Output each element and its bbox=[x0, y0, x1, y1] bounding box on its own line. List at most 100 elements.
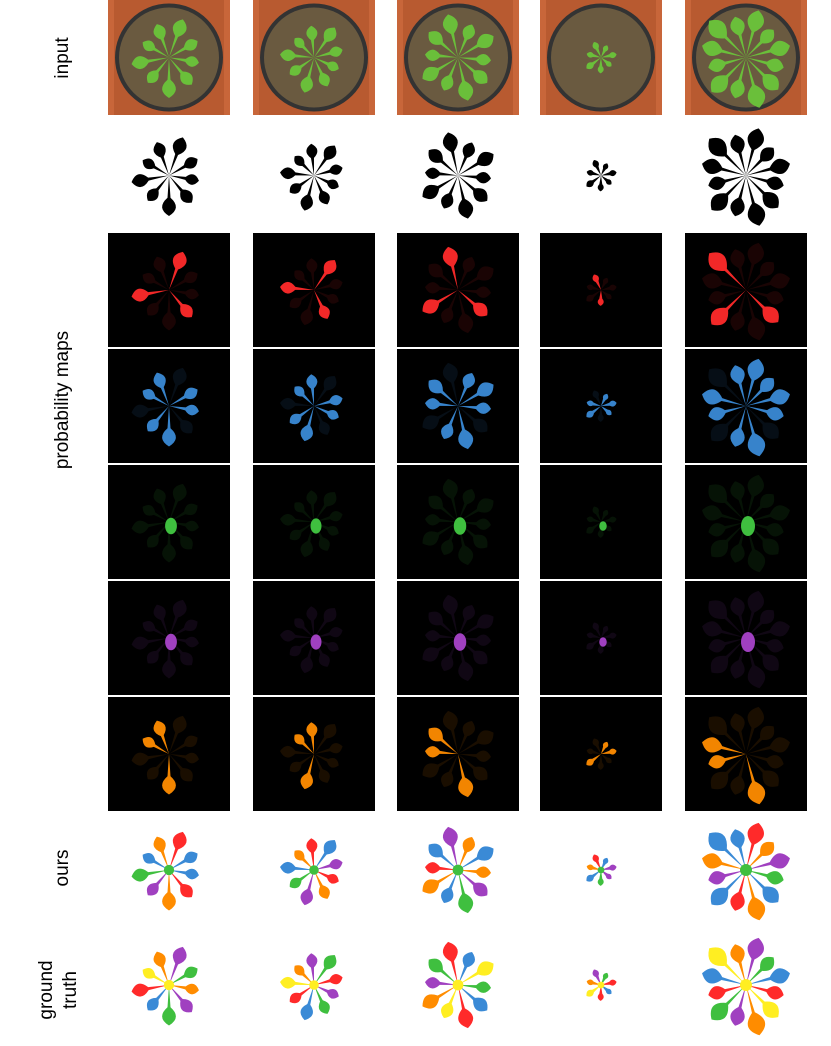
center-leaf-blob bbox=[599, 637, 607, 647]
leaf-shape bbox=[289, 406, 314, 425]
leaf-shape bbox=[458, 981, 492, 993]
leaf-shape bbox=[458, 24, 475, 58]
leaf-shape bbox=[442, 941, 458, 985]
leaf-shape bbox=[710, 870, 746, 906]
leaf-shape bbox=[708, 252, 746, 290]
panel-r6-c1 bbox=[253, 697, 375, 811]
leaf-shape bbox=[601, 400, 617, 407]
panel-r0-c3 bbox=[540, 0, 662, 115]
leaf-shape bbox=[702, 40, 746, 58]
leaf-shape bbox=[458, 402, 492, 414]
leaf-shape bbox=[458, 518, 492, 530]
leaf-shape bbox=[592, 159, 601, 176]
leaf-shape bbox=[428, 611, 458, 638]
center-leaf-blob bbox=[309, 980, 319, 990]
leaf-shape bbox=[314, 492, 337, 522]
leaf-shape bbox=[289, 57, 314, 76]
leaf-shape bbox=[280, 745, 314, 758]
leaf-shape bbox=[442, 594, 458, 638]
leaf-shape bbox=[708, 754, 746, 769]
leaf-shape bbox=[458, 846, 494, 870]
leaf-shape bbox=[746, 621, 790, 638]
leaf-shape bbox=[601, 870, 612, 880]
leaf-shape bbox=[162, 290, 176, 331]
leaf-shape bbox=[597, 638, 604, 654]
leaf-shape bbox=[314, 290, 339, 304]
leaf-shape bbox=[153, 24, 169, 58]
leaf-shape bbox=[746, 505, 790, 522]
leaf-shape bbox=[422, 290, 458, 314]
panel-r2-c0 bbox=[108, 233, 230, 347]
leaf-shape bbox=[708, 716, 746, 754]
leaf-shape bbox=[428, 31, 458, 58]
leaf-shape bbox=[169, 735, 198, 754]
leaf-shape bbox=[169, 290, 193, 318]
leaf-shape bbox=[746, 956, 775, 985]
leaf-shape bbox=[592, 622, 601, 638]
leaf-shape bbox=[746, 406, 784, 421]
leaf-shape bbox=[146, 175, 169, 201]
panel-r5-c0 bbox=[108, 581, 230, 695]
leaf-shape bbox=[422, 522, 458, 546]
panel-r8-c1 bbox=[280, 953, 343, 1021]
leaf-shape bbox=[708, 870, 746, 885]
leaf-shape bbox=[280, 167, 314, 180]
leaf-shape bbox=[458, 57, 474, 101]
panel-r1-c0 bbox=[108, 118, 230, 233]
panel-r4-c4 bbox=[685, 465, 807, 579]
leaf-shape bbox=[422, 175, 458, 200]
leaf-shape bbox=[300, 290, 314, 326]
leaf-shape bbox=[597, 985, 604, 1001]
leaf-shape bbox=[441, 638, 458, 672]
leaf-shape bbox=[601, 741, 609, 754]
leaf-shape bbox=[601, 52, 617, 59]
leaf-shape bbox=[601, 972, 609, 985]
center-leaf-blob bbox=[163, 979, 175, 991]
leaf-shape bbox=[314, 985, 330, 1014]
leaf-shape bbox=[294, 502, 314, 522]
leaf-shape bbox=[458, 54, 492, 66]
panel-r7-c4 bbox=[702, 822, 790, 921]
leaf-shape bbox=[422, 754, 458, 778]
leaf-shape bbox=[441, 175, 458, 209]
leaf-shape bbox=[169, 404, 199, 416]
leaf-shape bbox=[586, 175, 601, 188]
leaf-shape bbox=[131, 56, 169, 70]
leaf-shape bbox=[314, 754, 330, 783]
leaf-shape bbox=[153, 142, 169, 176]
leaf-shape bbox=[422, 985, 458, 1009]
panel-r6-c0 bbox=[108, 697, 230, 811]
leaf-shape bbox=[458, 522, 474, 566]
leaf-shape bbox=[592, 506, 601, 522]
leaf-shape bbox=[280, 281, 314, 294]
leaf-shape bbox=[730, 16, 746, 58]
leaf-shape bbox=[702, 273, 746, 290]
leaf-shape bbox=[586, 516, 601, 523]
leaf-shape bbox=[142, 389, 169, 406]
leaf-shape bbox=[314, 870, 339, 884]
leaf-shape bbox=[314, 175, 339, 190]
leaf-shape bbox=[710, 522, 746, 558]
leaf-shape bbox=[601, 277, 609, 290]
leaf-shape bbox=[458, 142, 475, 176]
center-leaf-blob bbox=[310, 518, 322, 534]
leaf-shape bbox=[708, 175, 746, 190]
leaf-shape bbox=[746, 638, 766, 689]
label-ground-truth-2: truth bbox=[60, 971, 81, 1009]
leaf-shape bbox=[306, 374, 318, 406]
leaf-shape bbox=[169, 983, 199, 995]
leaf-shape bbox=[169, 406, 193, 434]
leaf-shape bbox=[314, 858, 343, 870]
leaf-shape bbox=[586, 864, 601, 871]
leaf-shape bbox=[458, 290, 488, 317]
leaf-shape bbox=[708, 290, 746, 305]
leaf-shape bbox=[169, 483, 187, 522]
leaf-shape bbox=[592, 274, 601, 290]
leaf-shape bbox=[730, 754, 746, 795]
leaf-shape bbox=[601, 632, 617, 639]
leaf-shape bbox=[153, 372, 169, 406]
leaf-shape bbox=[746, 40, 790, 58]
leaf-shape bbox=[708, 19, 746, 58]
leaf-shape bbox=[294, 965, 314, 985]
